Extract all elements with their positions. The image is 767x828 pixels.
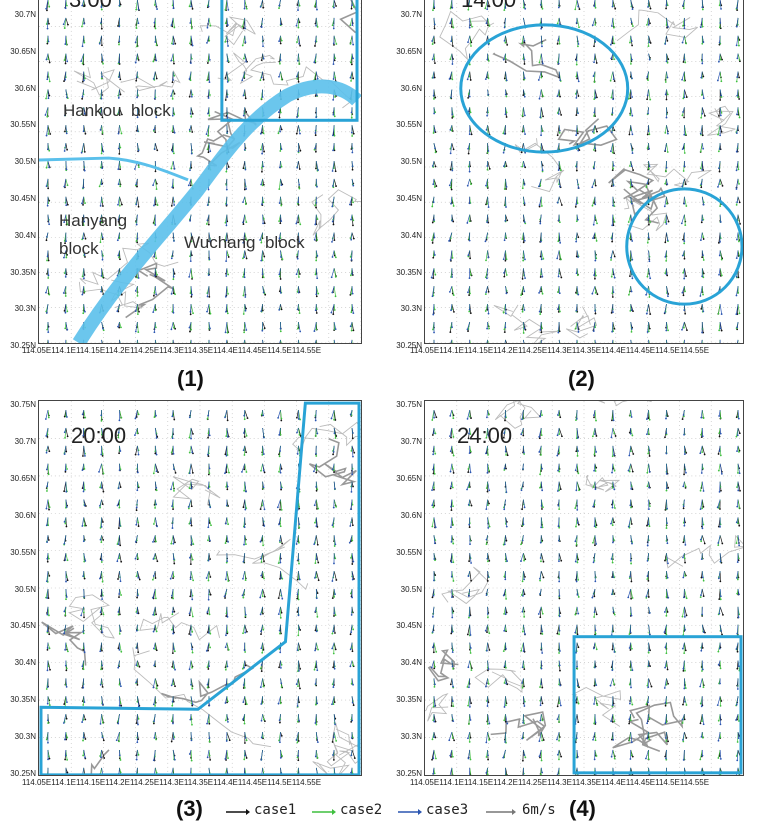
right-top-y-tick: 30.25N [396,341,422,351]
panel-2-number: (2) [568,366,595,391]
panel-4-number: (4) [569,796,596,821]
left-top-y-tick: 30.25N [10,341,36,351]
right-bottom-y-tick: 30.35N [396,695,422,705]
right-bottom-y-tick: 30.25N [396,769,422,778]
left-top-y-tick: 30.6N [14,83,36,93]
right-bottom-y-tick: 30.4N [400,658,422,668]
highlight-ellipse-north [459,23,630,154]
legend-arrow-case3 [398,809,422,815]
panel-2-map: 14:00 [424,0,744,344]
right-top-y-tick: 30.6N [400,83,422,93]
panel-2-time: 14:00 [461,0,516,13]
panel-3-number: (3) [176,796,203,821]
right-top-y-tick: 30.7N [400,10,422,19]
left-bottom-y-tick: 30.55N [10,547,36,557]
hanyang-block-label-2: block [59,239,99,258]
left-top-y-tick: 30.7N [14,10,36,19]
left-bottom-y-tick: 30.25N [10,769,36,778]
right-top-y-tick: 30.55N [396,120,422,130]
left-top-y-tick: 30.5N [14,157,36,167]
right-bottom-y-tick: 30.3N [400,732,422,742]
hankou-block-label: Hankou block [63,101,171,120]
panel-1-map: 3:00 Hankou block Hanyang block Wuchang … [38,0,362,344]
highlight-box-4 [572,635,743,775]
right-bottom-y-tick: 30.7N [400,436,422,446]
panel-1-time: 3:00 [69,0,112,13]
left-top-y-tick: 30.55N [10,120,36,130]
panel-4-x-axis: 114.05E114.1E114.15E114.2E114.25E114.3E1… [410,778,710,787]
panel-3-map: 20:00 [38,400,362,776]
legend-arrow-scale [486,809,516,815]
panel-2-overlay [459,23,743,306]
left-bottom-y-tick: 30.4N [14,658,36,668]
right-bottom-y-tick: 30.45N [396,621,422,631]
panel-3-overlay [39,401,361,775]
highlight-ellipse-east [625,187,743,306]
left-top-y-tick: 30.65N [10,46,36,56]
right-top-y-tick: 30.35N [396,267,422,277]
right-bottom-y-tick: 30.55N [396,547,422,557]
hanyang-block-label: Hanyang [59,211,128,230]
legend-arrow-case2 [312,809,336,815]
right-bottom-y-tick: 30.5N [400,584,422,594]
left-bottom-y-tick: 30.65N [10,473,36,483]
legend-label-case3: case3 [426,802,469,818]
left-bottom-y-tick: 30.5N [14,584,36,594]
panel-4-time: 24:00 [457,423,513,448]
panel-1-number: (1) [177,366,204,391]
right-top-y-tick: 30.4N [400,230,422,240]
left-bottom-y-tick: 30.45N [10,621,36,631]
legend-label-case1: case1 [254,802,297,818]
highlight-box-1 [220,0,359,122]
right-top-y-tick: 30.65N [396,46,422,56]
left-top-y-tick: 30.3N [14,304,36,314]
legend: case1 case2 case3 6m/s [224,802,564,822]
panel-1-overlay [39,0,361,343]
right-top-y-tick: 30.3N [400,304,422,314]
left-top-y-tick: 30.45N [10,194,36,203]
wuchang-block-label: Wuchang block [184,233,305,252]
left-bottom-y-tick: 30.75N [10,400,36,409]
highlight-region-3 [39,401,361,775]
panel-2-x-axis: 114.05E114.1E114.15E114.2E114.25E114.3E1… [410,346,710,355]
river-han [39,156,189,182]
legend-label-scale: 6m/s [522,802,556,818]
river-yangtze [72,79,361,343]
left-bottom-y-tick: 30.7N [14,436,36,446]
right-top-y-tick: 30.5N [400,157,422,167]
right-top-y-tick: 30.45N [396,194,422,203]
legend-arrow-case1 [226,809,250,815]
right-bottom-y-tick: 30.65N [396,473,422,483]
legend-label-case2: case2 [340,802,383,818]
left-top-y-tick: 30.4N [14,230,36,240]
left-bottom-y-tick: 30.6N [14,510,36,520]
panel-3-time: 20:00 [71,423,127,448]
left-bottom-y-tick: 30.3N [14,732,36,742]
panel-1-vector-field [39,0,361,343]
panel-4-vector-field [425,401,743,775]
right-bottom-y-tick: 30.6N [400,510,422,520]
panel-1-x-axis: 114.05E114.1E114.15E114.2E114.25E114.3E1… [22,346,322,355]
left-bottom-y-tick: 30.35N [10,695,36,705]
panel-3-vector-field [39,401,361,775]
panel-3-x-axis: 114.05E114.1E114.15E114.2E114.25E114.3E1… [22,778,322,787]
right-bottom-y-tick: 30.75N [396,400,422,409]
left-top-y-tick: 30.35N [10,267,36,277]
panel-4-overlay [572,635,743,775]
panel-4-map: 24:00 [424,400,744,776]
